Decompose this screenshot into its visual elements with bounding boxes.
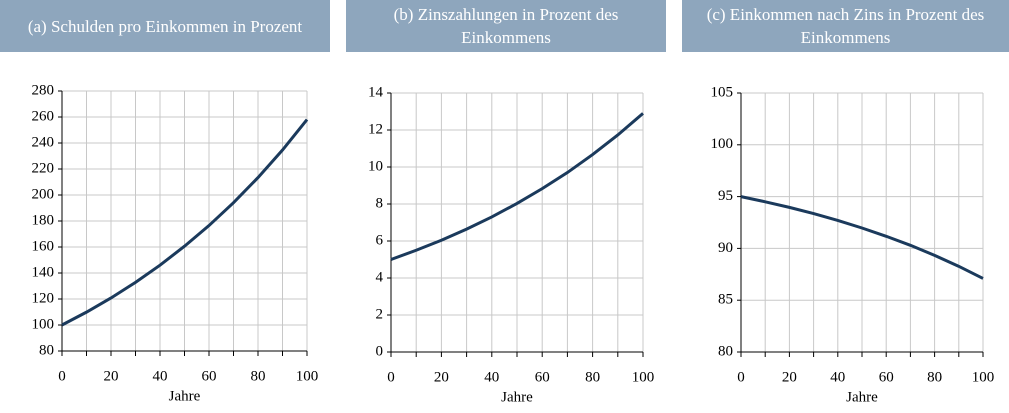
x-tick-label: 80 <box>251 368 266 384</box>
y-tick-label: 14 <box>368 84 384 100</box>
y-tick-label: 200 <box>32 186 55 202</box>
x-tick-label: 20 <box>434 369 449 385</box>
x-tick-label: 60 <box>879 369 894 385</box>
x-tick-label: 80 <box>585 369 600 385</box>
line <box>740 195 984 280</box>
panel-title: (b) Zinszahlungen in Prozent des Einkomm… <box>346 0 666 52</box>
y-tick-label: 90 <box>718 240 733 256</box>
line <box>61 118 309 327</box>
y-tick-label: 280 <box>32 82 55 98</box>
x-tick-label: 80 <box>927 369 942 385</box>
y-tick-label: 220 <box>32 160 55 176</box>
y-tick-label: 95 <box>718 188 733 204</box>
x-tick-label: 40 <box>830 369 845 385</box>
y-tick-label: 160 <box>32 238 55 254</box>
x-axis-label: Jahre <box>501 389 533 405</box>
y-tick-label: 100 <box>32 316 55 332</box>
x-tick-label: 100 <box>972 369 995 385</box>
panel-title: (a) Schulden pro Einkommen in Prozent <box>0 0 330 52</box>
y-tick-label: 12 <box>368 121 383 137</box>
y-tick-label: 120 <box>32 290 55 306</box>
y-tick-label: 260 <box>32 108 55 124</box>
y-tick-label: 140 <box>32 264 55 280</box>
x-tick-label: 40 <box>153 368 168 384</box>
y-tick-label: 100 <box>711 136 734 152</box>
x-tick-label: 0 <box>387 369 395 385</box>
x-tick-label: 100 <box>296 368 319 384</box>
x-axis-label: Jahre <box>846 389 878 405</box>
x-tick-label: 20 <box>782 369 797 385</box>
line <box>390 112 644 261</box>
x-tick-label: 60 <box>202 368 217 384</box>
y-tick-label: 10 <box>368 158 383 174</box>
y-tick-label: 4 <box>376 269 384 285</box>
x-tick-label: 0 <box>58 368 66 384</box>
y-tick-label: 105 <box>711 84 734 100</box>
y-tick-label: 2 <box>376 306 384 322</box>
y-tick-label: 80 <box>718 343 733 359</box>
x-tick-label: 0 <box>737 369 745 385</box>
y-tick-label: 180 <box>32 212 55 228</box>
y-tick-label: 6 <box>376 232 384 248</box>
x-tick-label: 100 <box>632 369 655 385</box>
y-tick-label: 0 <box>376 343 384 359</box>
panel-title: (c) Einkommen nach Zins in Prozent des E… <box>682 0 1009 52</box>
y-tick-label: 85 <box>718 292 733 308</box>
y-tick-label: 8 <box>376 195 384 211</box>
y-tick-label: 80 <box>39 342 54 358</box>
x-axis-label: Jahre <box>169 388 201 404</box>
x-tick-label: 60 <box>535 369 550 385</box>
x-tick-label: 20 <box>104 368 119 384</box>
y-tick-label: 240 <box>32 134 55 150</box>
x-tick-label: 40 <box>484 369 499 385</box>
